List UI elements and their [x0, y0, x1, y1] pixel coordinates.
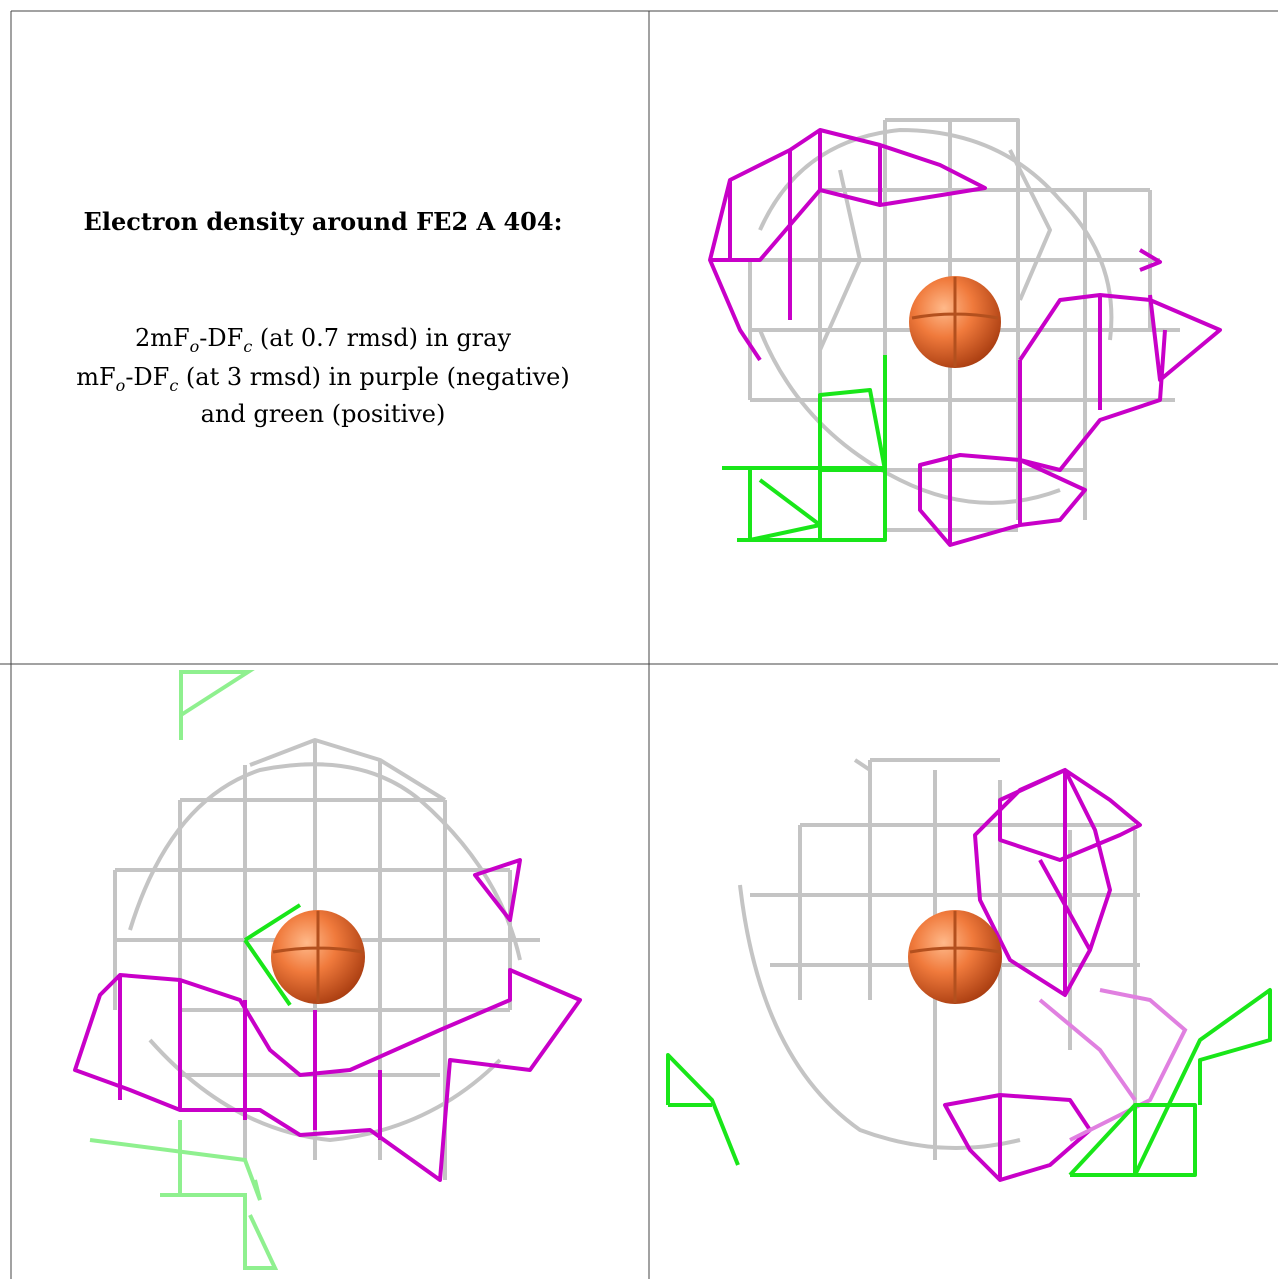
density-view	[668, 760, 1270, 1180]
caption-text: -DF	[125, 363, 169, 391]
caption-text: and green (positive)	[201, 400, 446, 428]
caption-line: 2mFo-DFc (at 0.7 rmsd) in gray	[135, 324, 511, 356]
caption-text: mF	[76, 363, 115, 391]
figure: Electron density around FE2 A 404: 2mFo-…	[0, 0, 1278, 1279]
density-view	[710, 120, 1220, 545]
caption-text: -DF	[199, 324, 243, 352]
page: Electron density around FE2 A 404: 2mFo-…	[0, 0, 1278, 1279]
caption-subscript: c	[243, 337, 252, 356]
density-view	[75, 672, 580, 1268]
caption-line: mFo-DFc (at 3 rmsd) in purple (negative)	[76, 363, 570, 395]
caption-line: and green (positive)	[201, 400, 446, 428]
caption-subscript: c	[169, 376, 178, 395]
caption-subscript: o	[190, 337, 200, 356]
caption-title: Electron density around FE2 A 404:	[84, 207, 563, 236]
caption-text: (at 3 rmsd) in purple (negative)	[178, 363, 569, 391]
caption-subscript: o	[116, 376, 126, 395]
caption-text: (at 0.7 rmsd) in gray	[252, 324, 511, 352]
caption-text: 2mF	[135, 324, 190, 352]
